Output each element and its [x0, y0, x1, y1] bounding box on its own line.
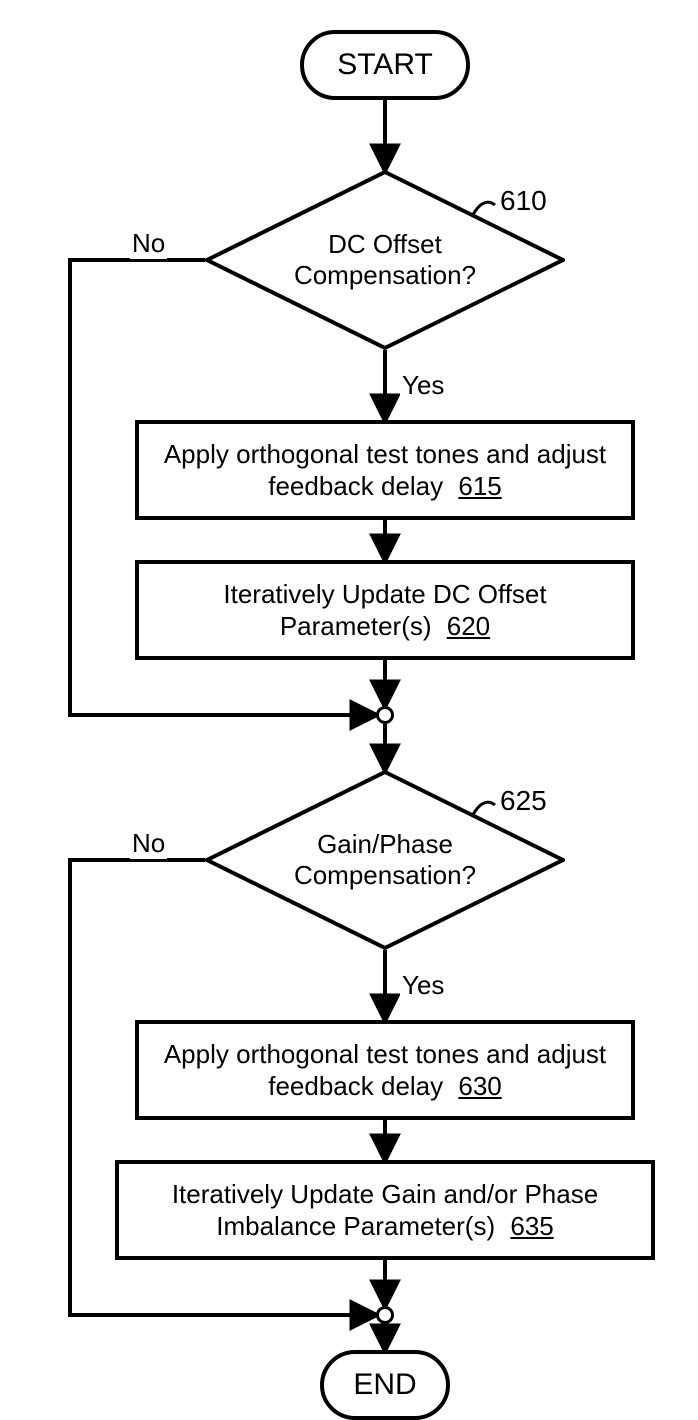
process-635-text: Iteratively Update Gain and/or Phase Imb… [129, 1178, 641, 1243]
edge-label-yes-2: Yes [400, 970, 446, 1001]
process-615-text: Apply orthogonal test tones and adjust f… [149, 438, 621, 503]
edge-label-no-1: No [130, 228, 167, 259]
decision-dc-offset-line2: Compensation? [294, 260, 476, 290]
process-630: Apply orthogonal test tones and adjust f… [135, 1020, 635, 1120]
decision-dc-offset-line1: DC Offset [328, 229, 442, 259]
decision-gain-phase-line1: Gain/Phase [317, 829, 453, 859]
edge-label-no-2: No [130, 828, 167, 859]
edge-label-yes-1: Yes [400, 370, 446, 401]
decision-gain-phase-line2: Compensation? [294, 860, 476, 890]
start-terminator: START [300, 30, 470, 100]
end-label: END [353, 1366, 416, 1404]
ref-610: 610 [500, 185, 547, 217]
process-635: Iteratively Update Gain and/or Phase Imb… [115, 1160, 655, 1260]
process-635-ref: 635 [510, 1211, 553, 1241]
flowchart-canvas: START DC Offset Compensation? 610 Apply … [0, 0, 698, 1392]
junction-1 [376, 706, 394, 724]
process-615-ref: 615 [458, 471, 501, 501]
start-label: START [337, 46, 433, 84]
process-630-text: Apply orthogonal test tones and adjust f… [149, 1038, 621, 1103]
junction-2 [376, 1306, 394, 1324]
process-630-ref: 630 [458, 1071, 501, 1101]
process-615: Apply orthogonal test tones and adjust f… [135, 420, 635, 520]
end-terminator: END [320, 1350, 450, 1420]
process-620: Iteratively Update DC Offset Parameter(s… [135, 560, 635, 660]
process-620-text: Iteratively Update DC Offset Parameter(s… [149, 578, 621, 643]
ref-625: 625 [500, 785, 547, 817]
process-620-ref: 620 [447, 611, 490, 641]
